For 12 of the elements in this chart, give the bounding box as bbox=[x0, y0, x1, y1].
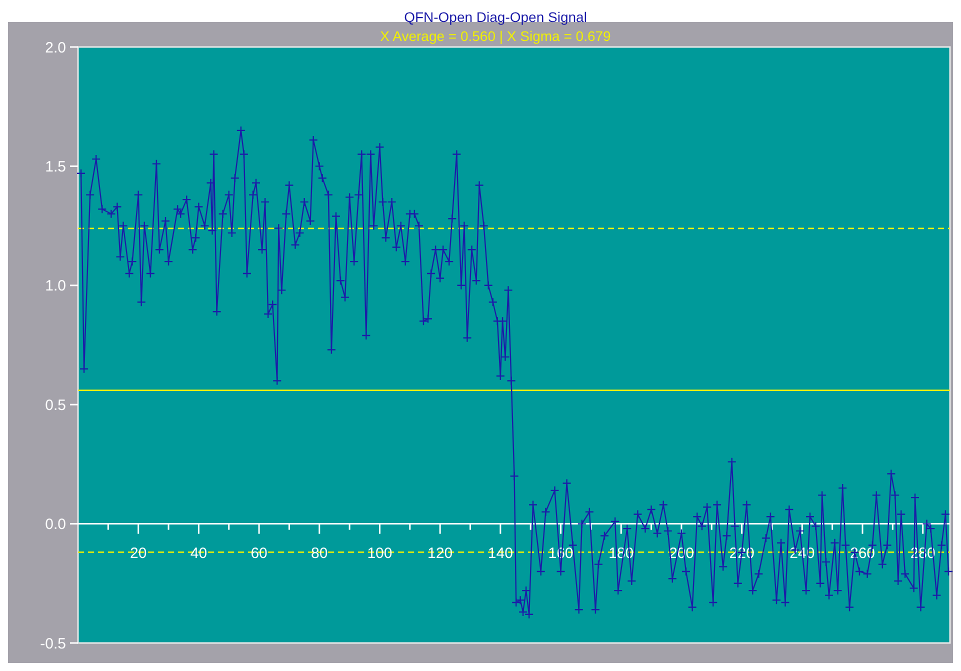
x-tick-label: 60 bbox=[250, 544, 268, 562]
x-tick-label: 80 bbox=[311, 544, 328, 562]
y-tick-label: 0.0 bbox=[45, 516, 66, 534]
chart-title: QFN-Open Diag-Open Signal bbox=[404, 9, 587, 25]
chart-subtitle: X Average = 0.560 | X Sigma = 0.679 bbox=[380, 28, 612, 44]
y-tick-label: 0.5 bbox=[45, 396, 66, 414]
y-tick-label: -0.5 bbox=[40, 635, 66, 652]
x-tick-label: 40 bbox=[190, 544, 208, 562]
x-tick-label: 20 bbox=[130, 544, 147, 562]
y-tick-label: 2.0 bbox=[45, 39, 66, 56]
y-tick-label: 1.0 bbox=[45, 278, 66, 295]
y-tick-label: 1.5 bbox=[45, 158, 66, 176]
